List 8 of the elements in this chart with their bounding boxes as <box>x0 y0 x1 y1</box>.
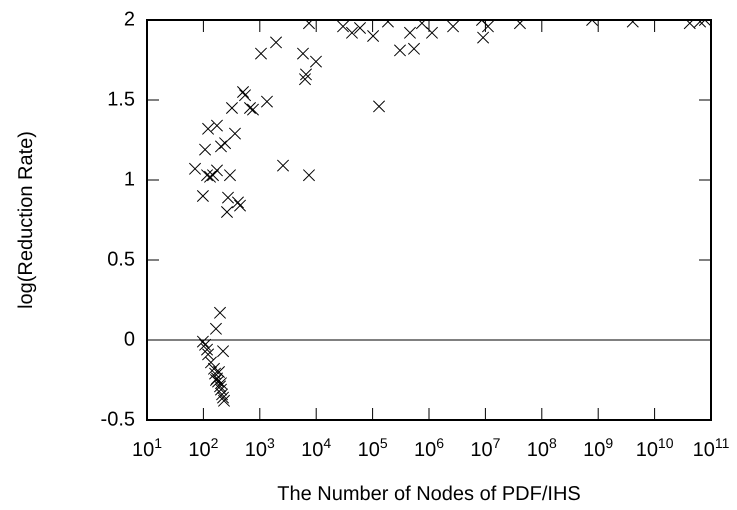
y-axis-title: log(Reduction Rate) <box>15 131 37 309</box>
y-tick-label: 0.5 <box>107 248 135 271</box>
y-tick-label: 1.5 <box>107 88 135 111</box>
y-tick-label: 0 <box>124 328 135 351</box>
y-tick-label: -0.5 <box>100 408 135 431</box>
y-tick-label: 2 <box>124 8 135 31</box>
x-axis-title: The Number of Nodes of PDF/IHS <box>277 483 581 505</box>
y-tick-label: 1 <box>124 168 135 191</box>
